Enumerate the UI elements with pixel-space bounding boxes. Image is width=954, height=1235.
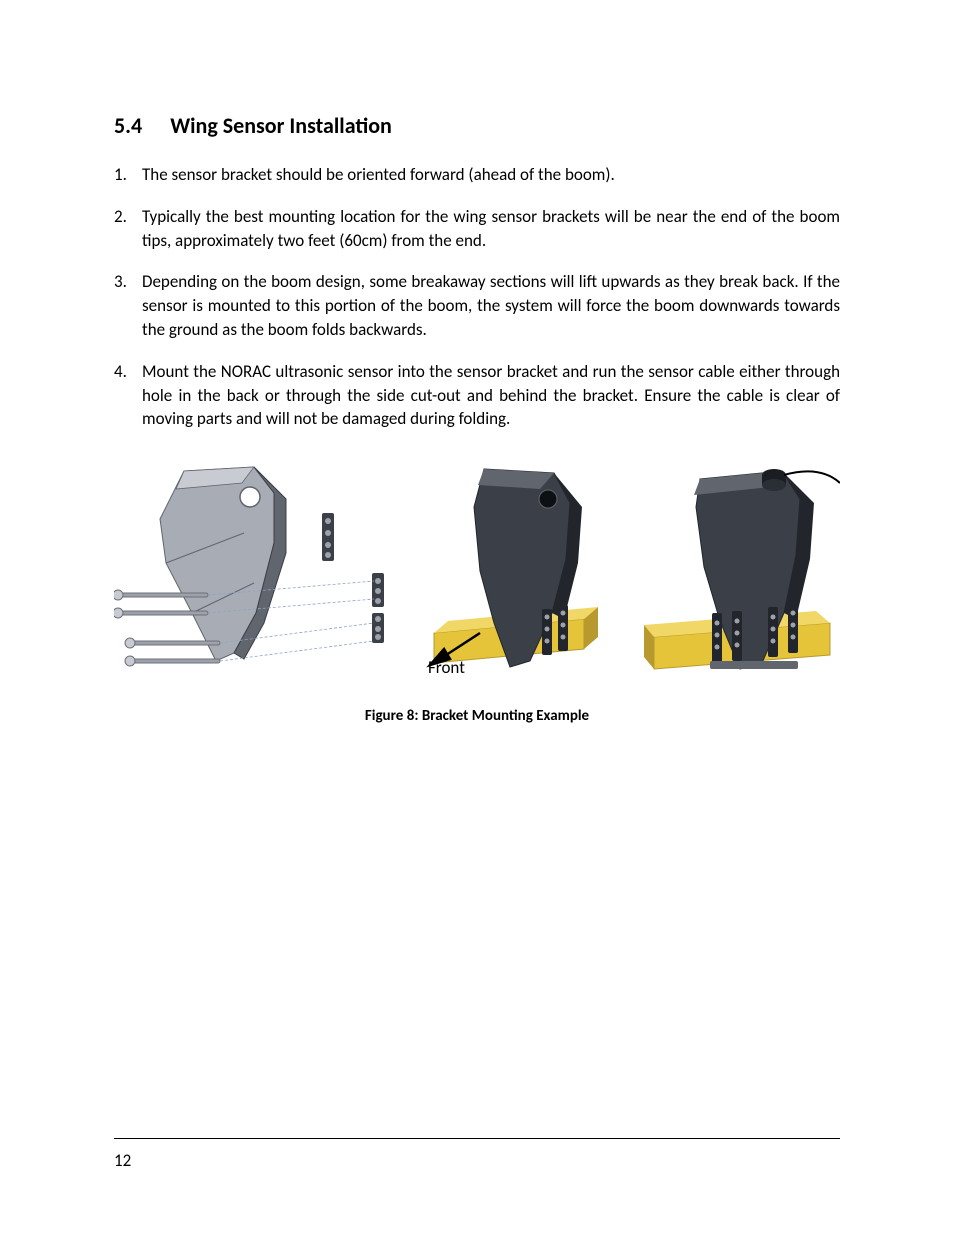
instruction-list: 1. The sensor bracket should be oriented… bbox=[114, 163, 840, 431]
list-item: 3. Depending on the boom design, some br… bbox=[114, 270, 840, 341]
list-item: 4. Mount the NORAC ultrasonic sensor int… bbox=[114, 360, 840, 431]
footer-rule bbox=[114, 1138, 840, 1139]
list-text: Typically the best mounting location for… bbox=[142, 206, 840, 251]
list-text: Mount the NORAC ultrasonic sensor into t… bbox=[142, 361, 840, 430]
section-heading: 5.4 Wing Sensor Installation bbox=[114, 112, 840, 139]
list-marker: 1. bbox=[114, 163, 127, 187]
figure-area: Front bbox=[114, 453, 840, 713]
figure-panel-mounted-sensor bbox=[644, 469, 840, 669]
list-text: The sensor bracket should be oriented fo… bbox=[142, 164, 615, 185]
section-number: 5.4 bbox=[114, 112, 142, 139]
section-title: Wing Sensor Installation bbox=[170, 112, 392, 139]
list-item: 2. Typically the best mounting location … bbox=[114, 205, 840, 253]
figure-panel-exploded bbox=[114, 467, 384, 666]
figure-panel-mounted-front bbox=[430, 469, 598, 667]
list-marker: 2. bbox=[114, 205, 127, 229]
front-label: Front bbox=[428, 657, 465, 678]
page-number: 12 bbox=[114, 1150, 131, 1171]
figure-svg bbox=[114, 453, 840, 693]
list-item: 1. The sensor bracket should be oriented… bbox=[114, 163, 840, 187]
list-marker: 4. bbox=[114, 360, 127, 384]
page: 5.4 Wing Sensor Installation 1. The senso… bbox=[0, 0, 954, 1235]
list-text: Depending on the boom design, some break… bbox=[142, 271, 840, 340]
list-marker: 3. bbox=[114, 270, 127, 294]
